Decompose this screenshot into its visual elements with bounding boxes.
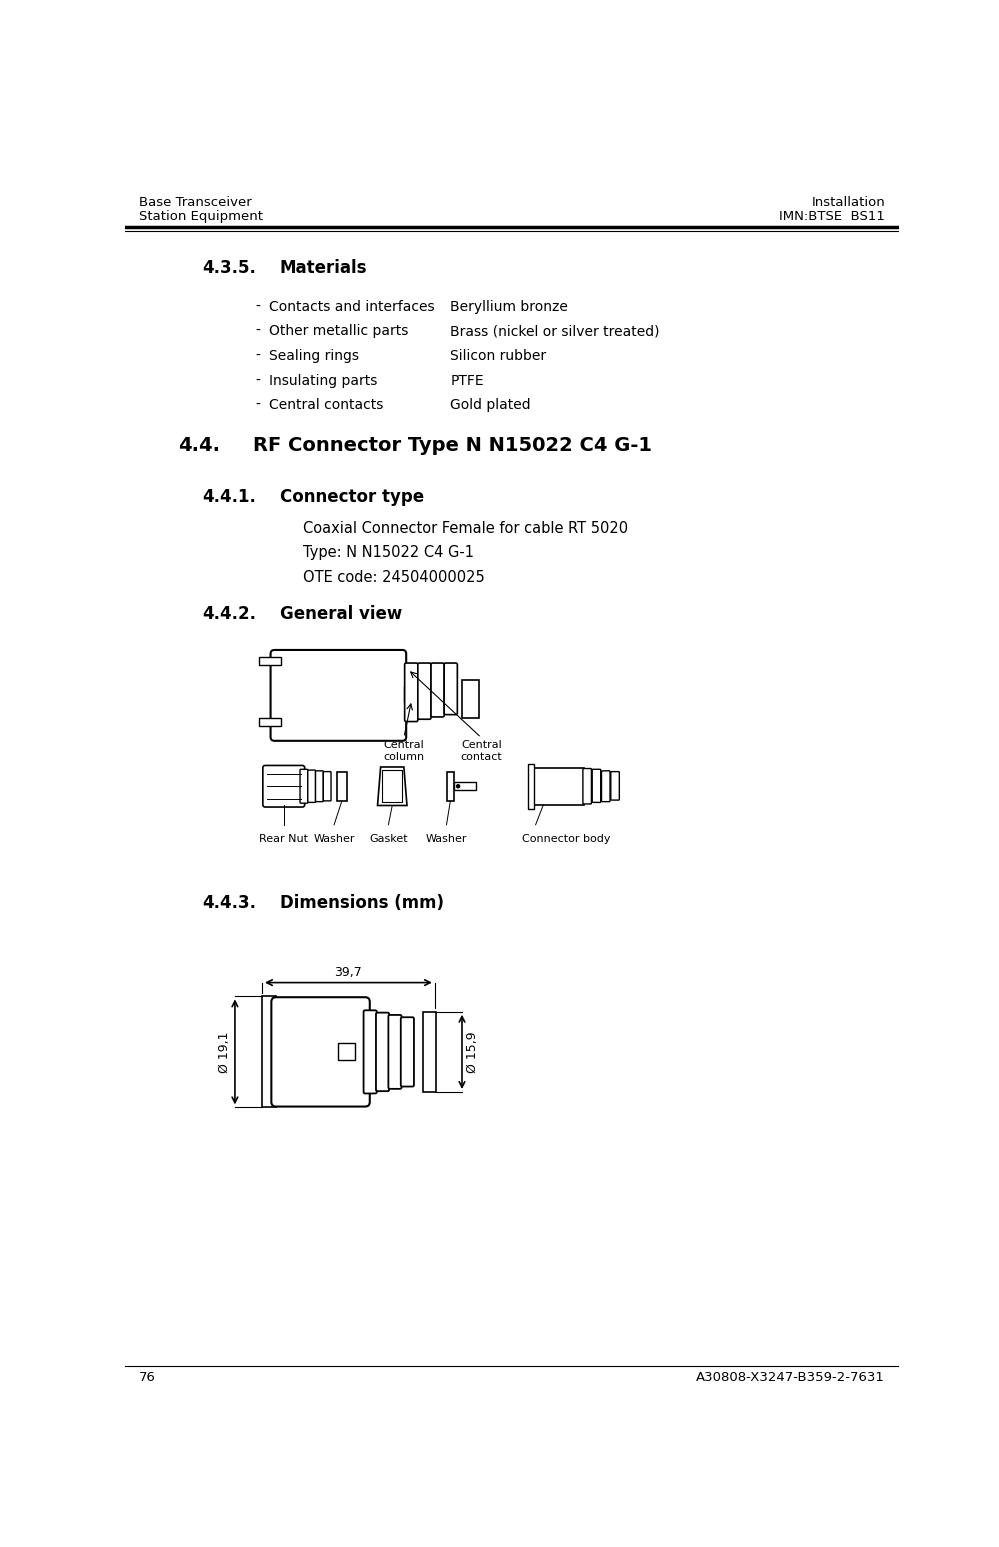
Text: Gold plated: Gold plated [451, 398, 531, 412]
Text: Central
contact: Central contact [461, 739, 502, 761]
FancyBboxPatch shape [582, 769, 591, 804]
Text: General view: General view [280, 605, 403, 623]
FancyBboxPatch shape [300, 769, 308, 803]
Text: Station Equipment: Station Equipment [139, 210, 263, 223]
Text: Connector body: Connector body [522, 834, 610, 845]
Bar [383, 770, 403, 803]
Text: A30808-X3247-B359-2-7631: A30808-X3247-B359-2-7631 [696, 1372, 885, 1385]
FancyBboxPatch shape [272, 998, 370, 1106]
Text: Installation: Installation [811, 196, 885, 209]
Bar [527, 764, 534, 809]
Text: Coaxial Connector Female for cable RT 5020: Coaxial Connector Female for cable RT 50… [303, 521, 628, 535]
Text: Ø 19,1: Ø 19,1 [218, 1032, 231, 1072]
Text: Central contacts: Central contacts [269, 398, 384, 412]
Text: Ø 15,9: Ø 15,9 [466, 1032, 479, 1072]
Text: -: - [255, 325, 260, 339]
Text: Insulating parts: Insulating parts [269, 373, 378, 387]
Bar [259, 718, 281, 726]
Bar [424, 1012, 436, 1092]
FancyBboxPatch shape [271, 650, 407, 741]
Text: Other metallic parts: Other metallic parts [269, 325, 409, 339]
Text: 4.4.3.: 4.4.3. [203, 894, 257, 913]
Text: Washer: Washer [314, 834, 355, 845]
Text: 4.4.: 4.4. [178, 436, 220, 455]
FancyBboxPatch shape [592, 769, 600, 803]
FancyBboxPatch shape [401, 1018, 414, 1086]
Bar [338, 1043, 355, 1060]
Text: 4.4.2.: 4.4.2. [203, 605, 257, 623]
FancyBboxPatch shape [364, 1010, 377, 1094]
Bar [455, 783, 476, 791]
Text: -: - [255, 373, 260, 387]
Bar [462, 681, 480, 718]
Text: 39,7: 39,7 [335, 965, 362, 979]
Text: Central
column: Central column [384, 739, 425, 761]
FancyBboxPatch shape [610, 772, 619, 800]
Text: Beryllium bronze: Beryllium bronze [451, 300, 568, 314]
Text: 76: 76 [139, 1372, 156, 1385]
Bar [338, 772, 347, 801]
Text: -: - [255, 398, 260, 412]
Text: Sealing rings: Sealing rings [269, 350, 359, 364]
Text: Base Transceiver: Base Transceiver [139, 196, 252, 209]
FancyBboxPatch shape [308, 770, 316, 803]
FancyBboxPatch shape [376, 1013, 390, 1091]
Text: Contacts and interfaces: Contacts and interfaces [269, 300, 435, 314]
FancyBboxPatch shape [263, 766, 305, 808]
FancyBboxPatch shape [405, 664, 418, 721]
Bar [404, 687, 420, 701]
Text: Rear Nut: Rear Nut [260, 834, 309, 845]
Text: Washer: Washer [426, 834, 468, 845]
FancyBboxPatch shape [431, 664, 445, 716]
FancyBboxPatch shape [418, 664, 431, 719]
Text: Materials: Materials [280, 258, 368, 277]
Circle shape [457, 784, 460, 787]
Text: RF Connector Type N N15022 C4 G-1: RF Connector Type N N15022 C4 G-1 [253, 436, 651, 455]
Text: OTE code: 24504000025: OTE code: 24504000025 [303, 569, 485, 585]
Text: Gasket: Gasket [369, 834, 408, 845]
FancyBboxPatch shape [316, 770, 324, 801]
Text: Connector type: Connector type [280, 489, 424, 506]
FancyBboxPatch shape [601, 770, 610, 801]
Text: 4.3.5.: 4.3.5. [203, 258, 257, 277]
Text: -: - [255, 350, 260, 364]
Bar [259, 657, 281, 665]
Text: IMN:BTSE  BS11: IMN:BTSE BS11 [779, 210, 885, 223]
Text: 4.4.1.: 4.4.1. [203, 489, 257, 506]
Text: Silicon rubber: Silicon rubber [451, 350, 546, 364]
Text: PTFE: PTFE [451, 373, 484, 387]
Bar [262, 996, 276, 1108]
Text: Dimensions (mm): Dimensions (mm) [280, 894, 444, 913]
FancyBboxPatch shape [324, 772, 331, 801]
Text: -: - [255, 300, 260, 314]
Bar [447, 772, 455, 801]
Bar [534, 767, 584, 804]
FancyBboxPatch shape [445, 664, 458, 715]
Text: Type: N N15022 C4 G-1: Type: N N15022 C4 G-1 [303, 545, 475, 560]
Polygon shape [378, 767, 407, 806]
Text: Brass (nickel or silver treated): Brass (nickel or silver treated) [451, 325, 660, 339]
FancyBboxPatch shape [389, 1015, 402, 1089]
